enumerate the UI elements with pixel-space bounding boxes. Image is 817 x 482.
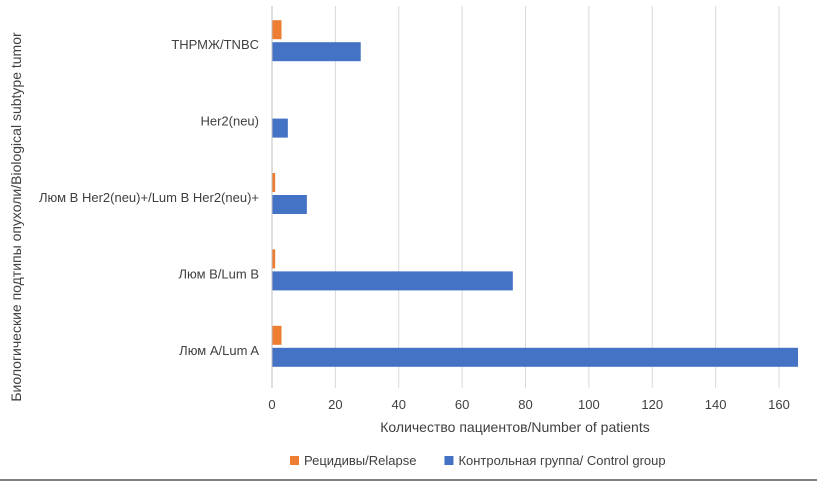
bar-relapse xyxy=(272,173,276,192)
bar-control-group xyxy=(272,195,307,214)
category-label: Люм В Her2(neu)+/Lum B Her2(neu)+ xyxy=(39,190,259,205)
x-tick-label: 80 xyxy=(518,397,532,412)
legend-swatch-relapse xyxy=(290,456,299,465)
gridlines xyxy=(334,6,780,388)
labels: 0 20 40 60 80 100 120 140 160 ТНРМЖ/TNBC Her2(neu)… xyxy=(39,37,790,412)
legend-label-control-group: Контрольная группа/ Control group xyxy=(458,453,665,468)
category-label: ТНРМЖ/TNBC xyxy=(171,37,259,52)
legend-label-relapse: Рецидивы/Relapse xyxy=(304,453,416,468)
x-tick-label: 40 xyxy=(392,397,406,412)
x-tick-label: 20 xyxy=(328,397,342,412)
legend: Рецидивы/Relapse Контрольная группа/ Cont… xyxy=(290,453,666,468)
x-tick-label: 140 xyxy=(705,397,727,412)
x-tick-label: 160 xyxy=(768,397,790,412)
bar-relapse xyxy=(272,325,282,345)
bars xyxy=(272,20,798,367)
category-label: Люм А/Lum A xyxy=(179,343,259,358)
x-tick-label: 100 xyxy=(578,397,600,412)
legend-swatch-control-group xyxy=(444,456,454,465)
x-tick-label: 0 xyxy=(268,397,275,412)
category-label: Люм В/Lum B xyxy=(178,266,259,281)
bar-relapse xyxy=(272,249,276,269)
x-axis-title: Количество пациентов/Number of patients xyxy=(380,419,649,435)
y-axis-title: Биологические подтипы опухоли/Biological… xyxy=(8,32,24,402)
bar-control-group xyxy=(272,271,513,291)
bar-control-group xyxy=(272,42,361,62)
bar-control-group xyxy=(272,347,798,367)
category-label: Her2(neu) xyxy=(200,114,259,129)
bar-control-group xyxy=(272,118,288,138)
bar-relapse xyxy=(272,20,282,40)
x-tick-label: 120 xyxy=(641,397,663,412)
x-tick-label: 60 xyxy=(455,397,469,412)
axes xyxy=(0,6,817,481)
